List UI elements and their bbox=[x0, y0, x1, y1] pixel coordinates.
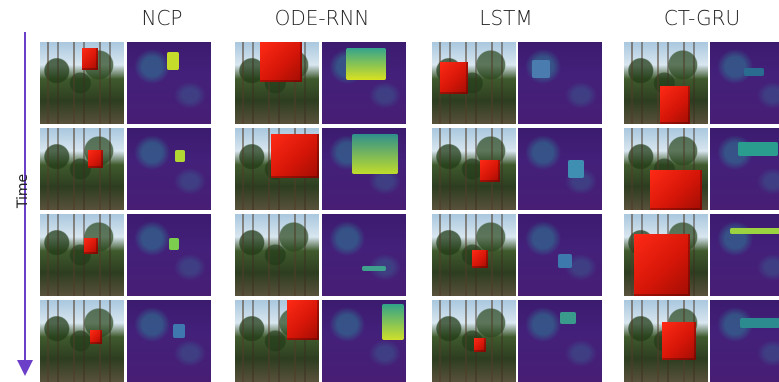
lstm-frame-2 bbox=[432, 128, 516, 210]
ode-rnn-attention-4 bbox=[322, 300, 406, 382]
ode-rnn-attention-1 bbox=[322, 42, 406, 124]
lstm-attention-2 bbox=[518, 128, 602, 210]
time-arrow-head-icon bbox=[17, 360, 33, 376]
ode-rnn-frame-4 bbox=[235, 300, 319, 382]
ct-gru-frame-2 bbox=[624, 128, 708, 210]
ct-gru-attention-3 bbox=[710, 214, 779, 296]
column-title-ct-gru: CT-GRU bbox=[663, 6, 741, 30]
ct-gru-attention-1 bbox=[710, 42, 779, 124]
ncp-frame-2 bbox=[40, 128, 124, 210]
lstm-frame-1 bbox=[432, 42, 516, 124]
lstm-attention-3 bbox=[518, 214, 602, 296]
ct-gru-attention-2 bbox=[710, 128, 779, 210]
time-axis-label: Time bbox=[15, 173, 32, 209]
lstm-attention-4 bbox=[518, 300, 602, 382]
lstm-frame-4 bbox=[432, 300, 516, 382]
ncp-attention-4 bbox=[127, 300, 211, 382]
ncp-frame-4 bbox=[40, 300, 124, 382]
column-title-ode-rnn: ODE-RNN bbox=[274, 6, 370, 30]
ct-gru-frame-1 bbox=[624, 42, 708, 124]
ncp-attention-3 bbox=[127, 214, 211, 296]
ct-gru-frame-4 bbox=[624, 300, 708, 382]
ode-rnn-attention-3 bbox=[322, 214, 406, 296]
ncp-frame-1 bbox=[40, 42, 124, 124]
time-arrow-line bbox=[24, 32, 26, 362]
lstm-attention-1 bbox=[518, 42, 602, 124]
ncp-attention-2 bbox=[127, 128, 211, 210]
ode-rnn-frame-2 bbox=[235, 128, 319, 210]
column-title-lstm: LSTM bbox=[479, 6, 533, 30]
ode-rnn-frame-3 bbox=[235, 214, 319, 296]
column-title-ncp: NCP bbox=[141, 6, 183, 30]
ct-gru-frame-3 bbox=[624, 214, 708, 296]
lstm-frame-3 bbox=[432, 214, 516, 296]
ct-gru-attention-4 bbox=[710, 300, 779, 382]
ncp-attention-1 bbox=[127, 42, 211, 124]
ode-rnn-attention-2 bbox=[322, 128, 406, 210]
ode-rnn-frame-1 bbox=[235, 42, 319, 124]
ncp-frame-3 bbox=[40, 214, 124, 296]
